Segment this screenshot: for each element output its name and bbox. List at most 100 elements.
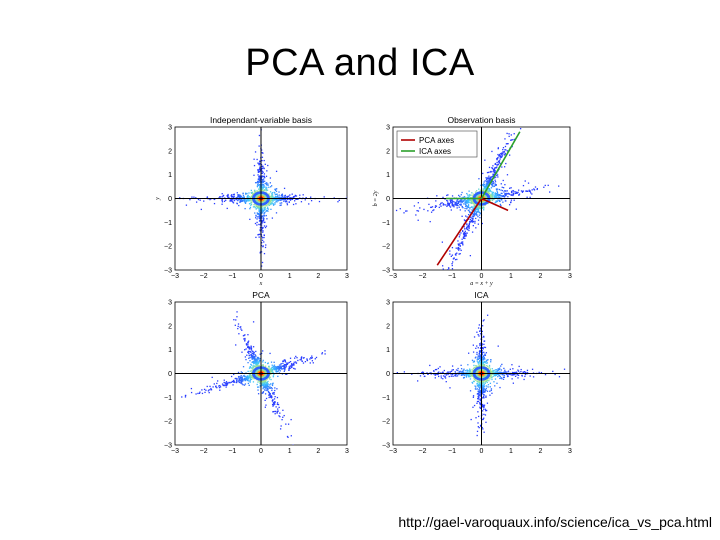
scatter-point — [247, 199, 250, 201]
scatter-point — [278, 199, 281, 201]
scatter-point — [273, 366, 275, 368]
scatter-point — [237, 376, 240, 378]
scatter-point — [250, 203, 253, 205]
scatter-point — [478, 287, 479, 288]
scatter-point — [278, 368, 280, 371]
scatter-point — [239, 194, 241, 196]
scatter-point — [277, 367, 280, 369]
scatter-point — [264, 206, 266, 209]
scatter-point — [259, 224, 262, 226]
scatter-point — [274, 410, 276, 413]
scatter-point — [471, 215, 473, 217]
scatter-point — [493, 185, 496, 187]
scatter-point — [450, 199, 452, 201]
scatter-point — [491, 175, 493, 178]
scatter-point — [275, 410, 277, 413]
scatter-point — [237, 371, 240, 374]
scatter-point — [477, 208, 480, 211]
scatter-point — [499, 194, 501, 196]
scatter-point — [468, 222, 471, 225]
scatter-point — [248, 203, 251, 205]
scatter-point — [464, 201, 466, 203]
scatter-point — [282, 360, 285, 362]
scatter-point — [485, 409, 488, 412]
scatter-point — [533, 189, 536, 191]
scatter-point — [247, 194, 249, 197]
scatter-point — [447, 371, 449, 374]
scatter-point — [461, 205, 464, 208]
scatter-point — [485, 184, 487, 186]
scatter-point — [241, 383, 243, 385]
y-tick-label: 2 — [168, 323, 172, 330]
scatter-point — [502, 153, 504, 155]
scatter-point — [493, 373, 495, 376]
scatter-point — [489, 394, 491, 396]
scatter-point — [258, 164, 260, 166]
scatter-point — [499, 156, 501, 158]
scatter-point — [256, 190, 258, 192]
scatter-point — [252, 377, 254, 379]
scatter-point — [221, 199, 223, 202]
scatter-point — [520, 371, 522, 373]
scatter-point — [272, 365, 275, 367]
scatter-point — [284, 195, 286, 197]
scatter-point — [258, 361, 260, 363]
scatter-point — [462, 243, 464, 245]
scatter-point — [261, 188, 263, 190]
scatter-point — [499, 375, 501, 378]
scatter-point — [484, 159, 486, 161]
scatter-point — [487, 178, 489, 180]
scatter-point — [268, 375, 271, 377]
scatter-point — [286, 202, 288, 204]
scatter-point — [471, 231, 474, 233]
scatter-point — [264, 399, 266, 402]
scatter-point — [204, 391, 206, 394]
scatter-point — [432, 209, 434, 212]
scatter-point — [269, 383, 272, 385]
scatter-point — [184, 394, 187, 397]
scatter-point — [253, 204, 255, 206]
scatter-point — [471, 209, 473, 211]
scatter-point — [481, 365, 483, 367]
scatter-point — [278, 372, 281, 374]
scatter-point — [283, 198, 285, 200]
scatter-point — [271, 387, 273, 390]
scatter-point — [272, 405, 274, 407]
scatter-point — [282, 416, 284, 418]
scatter-point — [261, 261, 264, 264]
scatter-point — [461, 238, 463, 240]
scatter-point — [472, 368, 475, 370]
scatter-point — [455, 247, 457, 249]
scatter-point — [269, 368, 271, 370]
scatter-point — [507, 192, 509, 195]
scatter-point — [262, 190, 264, 192]
scatter-point — [501, 155, 503, 157]
scatter-point — [257, 178, 259, 180]
scatter-point — [282, 365, 284, 367]
scatter-point — [510, 194, 513, 196]
scatter-point — [230, 195, 232, 197]
scatter-point — [484, 408, 487, 410]
scatter-point — [505, 149, 507, 151]
scatter-point — [236, 192, 238, 194]
scatter-point — [244, 201, 246, 203]
scatter-point — [269, 198, 271, 200]
scatter-point — [293, 363, 295, 365]
scatter-point — [300, 359, 302, 361]
scatter-point — [465, 376, 468, 378]
scatter-point — [266, 382, 268, 384]
scatter-point — [273, 199, 276, 201]
scatter-point — [484, 180, 486, 182]
scatter-point — [461, 215, 463, 217]
scatter-point — [234, 324, 236, 326]
scatter-point — [254, 222, 257, 225]
scatter-point — [278, 191, 280, 193]
scatter-point — [257, 170, 260, 172]
scatter-point — [261, 229, 263, 231]
scatter-point — [279, 428, 282, 430]
scatter-point — [244, 337, 246, 340]
scatter-point — [258, 209, 260, 211]
scatter-point — [277, 410, 279, 412]
